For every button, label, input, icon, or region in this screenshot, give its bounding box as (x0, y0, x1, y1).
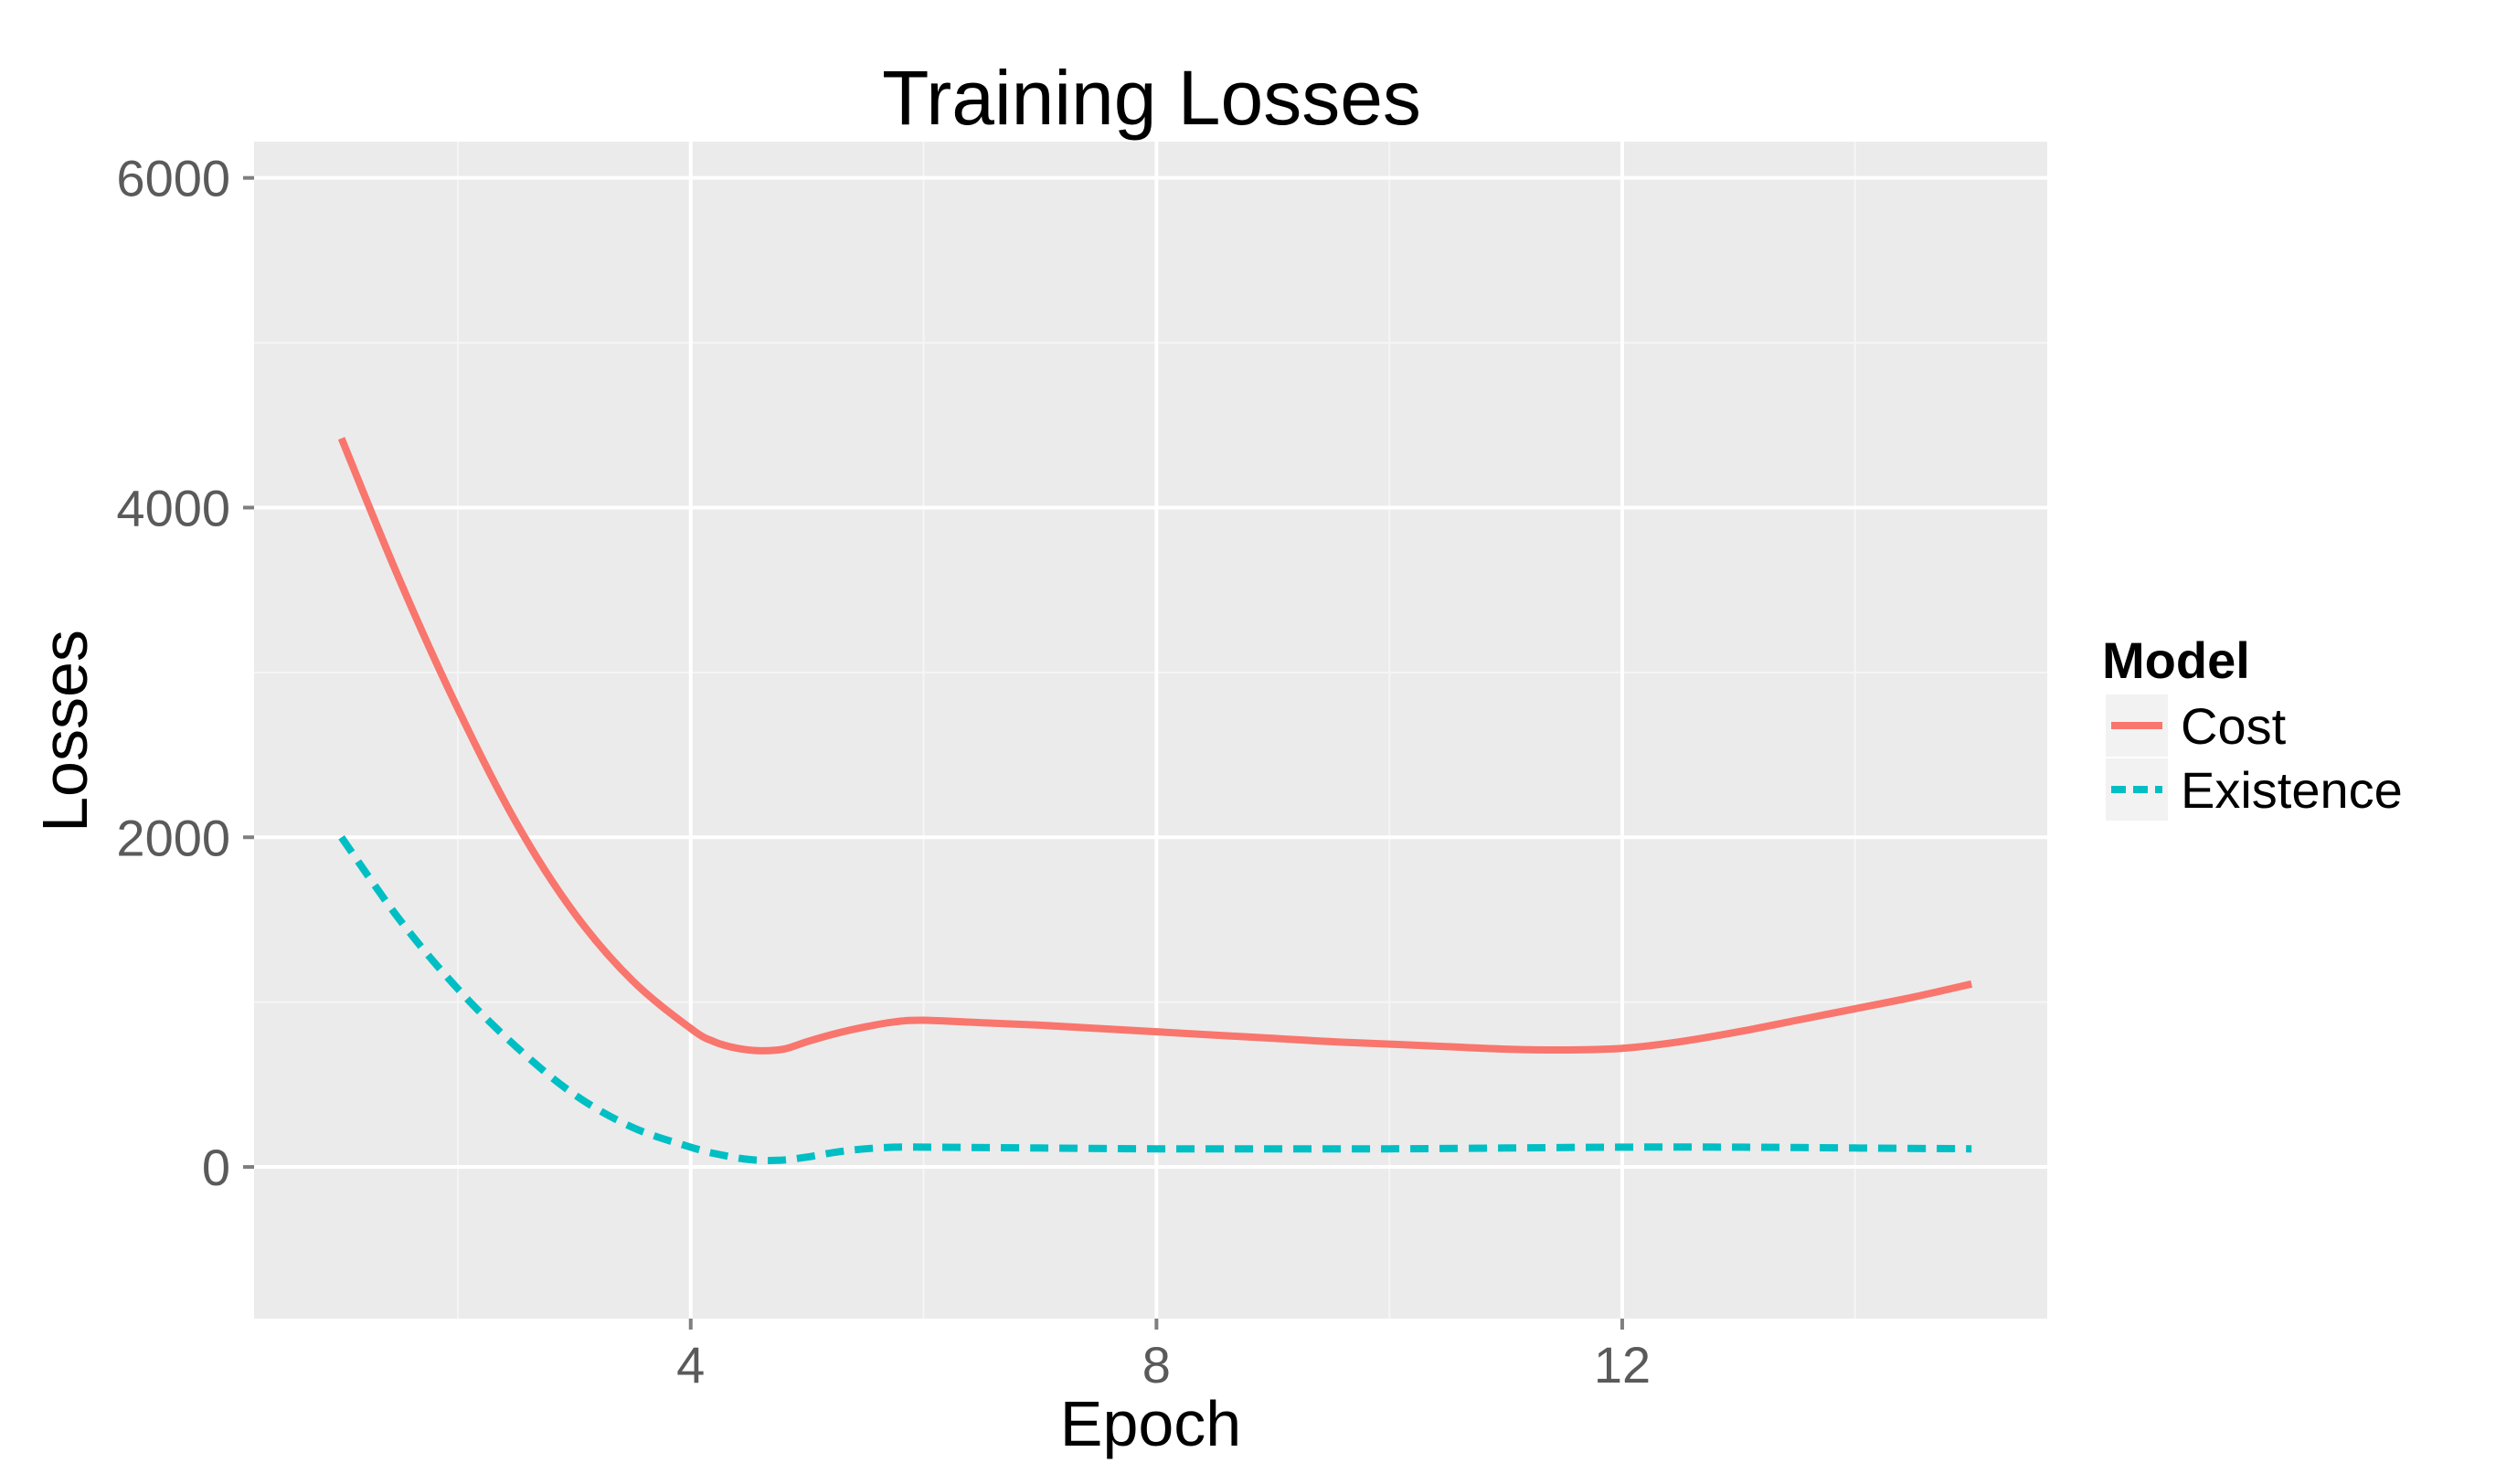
y-tick-label: 4000 (116, 479, 230, 536)
legend-label-existence: Existence (2181, 761, 2403, 819)
y-tick-label: 0 (202, 1139, 230, 1196)
y-tick-label: 2000 (116, 809, 230, 866)
y-tick-label: 6000 (116, 150, 230, 207)
legend-label-cost: Cost (2181, 697, 2287, 755)
x-axis-title: Epoch (1060, 1388, 1241, 1459)
axis-ticks (243, 175, 1624, 1330)
plot-panel (254, 142, 2047, 1319)
grid-major (254, 142, 2047, 1319)
legend: Model Cost Existence (2102, 631, 2403, 821)
legend-title: Model (2102, 631, 2250, 689)
axis-tick-labels: 4 8 12 0 2000 4000 6000 (116, 150, 1651, 1394)
x-tick-label: 12 (1594, 1336, 1651, 1394)
legend-item-existence: Existence (2106, 758, 2403, 821)
legend-item-cost: Cost (2106, 694, 2287, 757)
x-tick-label: 8 (1142, 1336, 1171, 1394)
y-axis-title: Losses (29, 630, 101, 832)
chart-title: Training Losses (882, 55, 1421, 141)
series-line-existence (338, 834, 1972, 1165)
series-layer (337, 437, 1973, 1165)
series-line-cost (337, 437, 1973, 1055)
x-tick-label: 4 (676, 1336, 705, 1394)
grid-minor (254, 142, 2047, 1319)
